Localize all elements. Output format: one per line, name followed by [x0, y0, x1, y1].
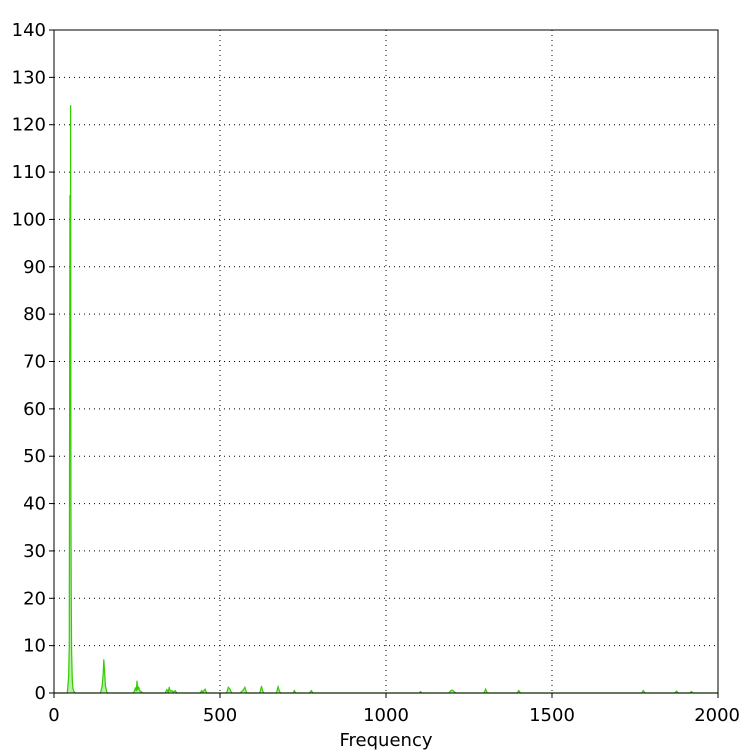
y-tick-label: 0 — [35, 683, 46, 704]
data-point — [101, 685, 103, 687]
data-point — [642, 690, 644, 692]
y-tick-label: 140 — [12, 20, 46, 41]
data-point — [244, 686, 246, 688]
data-point — [261, 690, 264, 692]
data-point — [137, 688, 139, 690]
data-point — [169, 690, 171, 692]
series-area — [54, 105, 718, 693]
data-point — [260, 685, 263, 687]
data-point — [171, 690, 173, 692]
data-point — [293, 690, 295, 692]
data-point — [518, 690, 520, 692]
data-point — [310, 690, 312, 692]
data-point — [451, 689, 453, 691]
data-point — [70, 105, 72, 107]
y-tick-label: 50 — [23, 446, 46, 467]
x-axis: 0 500 1000 1500 2000 — [48, 693, 740, 726]
y-tick-label: 40 — [23, 494, 46, 515]
data-point — [140, 690, 142, 693]
y-tick-label: 130 — [12, 67, 46, 88]
data-point — [104, 685, 107, 687]
data-point — [419, 690, 422, 693]
data-point — [71, 649, 73, 651]
y-tick-label: 110 — [12, 162, 46, 183]
data-point — [277, 686, 279, 688]
y-tick-label: 60 — [23, 399, 46, 420]
y-tick-label: 20 — [23, 588, 46, 609]
data-point — [227, 686, 229, 688]
data-point — [139, 690, 141, 692]
data-point — [103, 659, 105, 661]
data-point — [204, 688, 206, 690]
data-point — [675, 690, 678, 692]
data-point — [690, 690, 693, 693]
data-point — [450, 690, 452, 692]
y-tick-label: 80 — [23, 304, 46, 325]
x-tick-label: 1500 — [529, 705, 575, 726]
data-point — [72, 687, 74, 689]
data-point — [69, 408, 71, 410]
y-tick-label: 30 — [23, 541, 46, 562]
y-tick-label: 70 — [23, 352, 46, 373]
data-point — [167, 691, 169, 693]
data-point — [229, 688, 231, 690]
x-axis-label: Frequency — [340, 730, 433, 750]
x-tick-label: 0 — [48, 705, 59, 726]
data-point — [135, 690, 137, 692]
data-point — [453, 690, 455, 693]
data-point — [166, 689, 168, 691]
x-tick-label: 2000 — [694, 705, 740, 726]
data-point — [68, 675, 70, 678]
data-point — [103, 668, 106, 670]
data-point — [174, 690, 176, 692]
data-point — [71, 678, 73, 680]
grid — [54, 30, 718, 693]
data-point — [70, 597, 72, 599]
data-point — [136, 680, 138, 682]
data-point — [168, 686, 170, 688]
data-point — [134, 687, 136, 689]
series-line — [54, 105, 718, 694]
data-point — [485, 688, 487, 690]
data-point — [68, 645, 70, 647]
data-point — [70, 502, 72, 505]
x-tick-label: 500 — [203, 705, 237, 726]
y-tick-label: 90 — [23, 257, 46, 278]
data-point — [201, 690, 203, 692]
y-tick-label: 100 — [12, 209, 46, 230]
y-tick-label: 120 — [12, 115, 46, 136]
y-tick-label: 10 — [23, 636, 46, 657]
data-point — [278, 689, 280, 691]
data-point — [172, 691, 175, 693]
data-point — [242, 689, 244, 691]
data-point — [69, 195, 71, 197]
data-point — [202, 691, 204, 693]
plot-frame — [53, 29, 719, 694]
data-point — [73, 690, 75, 693]
y-axis: 0 10 20 30 40 50 60 70 80 90 100 110 120 130 140 — [12, 20, 54, 704]
data-point — [138, 686, 140, 688]
data-point — [102, 673, 104, 675]
x-tick-label: 1000 — [363, 705, 409, 726]
